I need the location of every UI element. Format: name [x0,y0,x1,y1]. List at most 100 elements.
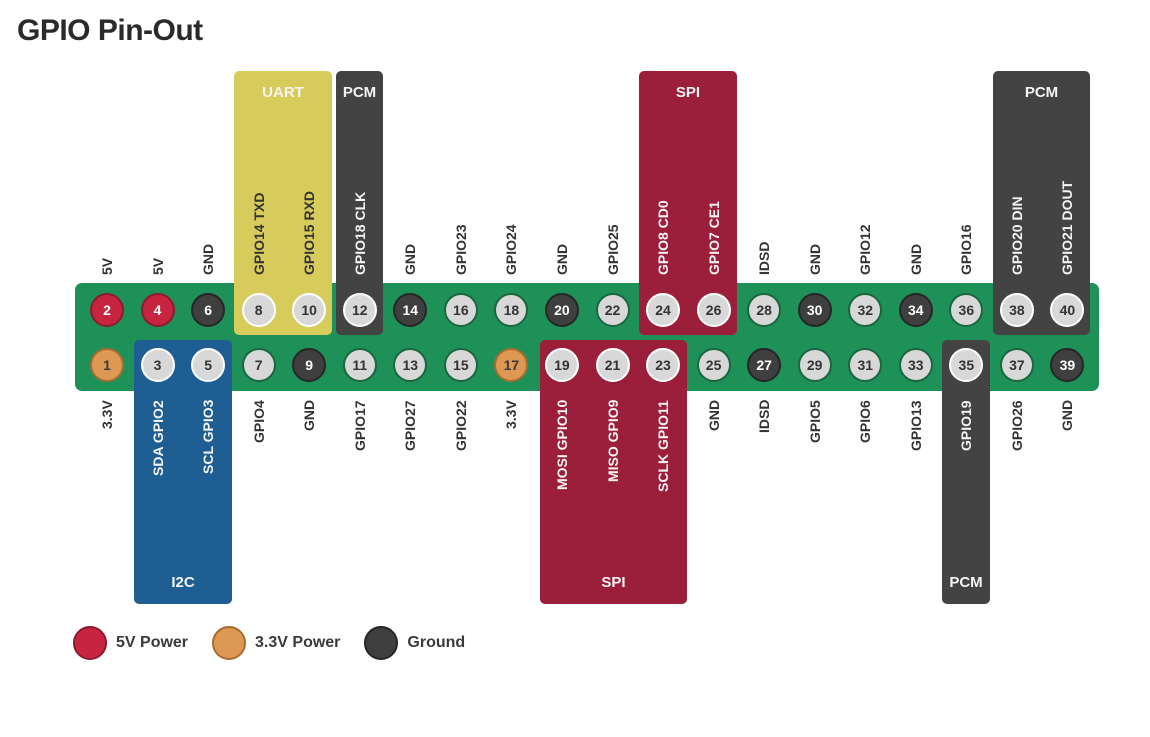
pin-26[interactable]: 26 [696,293,731,327]
pin-label-25: GND [705,399,722,431]
pin-label-17: 3.3V [503,400,520,429]
pin-8[interactable]: 8 [241,293,276,327]
pin-label-34: GND [907,243,924,275]
pin-label-1: 3.3V [99,400,115,429]
pin-7[interactable]: 7 [241,348,276,382]
pin-label-30: GND [806,243,823,275]
pin-label-6: GND [200,243,217,275]
pin-24[interactable]: 24 [646,293,681,327]
legend: 5V Power 3.3V Power Ground [73,626,489,660]
pin-3[interactable]: 3 [140,348,175,382]
pin-label-12: GPIO18 CLK [351,191,368,275]
pin-label-5: SCL GPIO3 [200,399,217,474]
pin-16[interactable]: 16 [443,293,478,327]
pin-label-11: GPIO17 [351,400,368,451]
pin-label-10: GPIO15 RXD [301,190,318,275]
legend-label: 5V Power [116,634,189,651]
group-spi-bottom: SPI [540,340,687,604]
pin-label-8: GPIO14 TXD [250,192,267,275]
group-spi-top: SPI [639,71,737,335]
pin-35[interactable]: 35 [949,348,984,382]
pin-label-40: GPIO21 DOUT [1059,180,1076,275]
pin-38[interactable]: 38 [999,293,1034,327]
pin-13[interactable]: 13 [393,348,428,382]
pin-label-19: MOSI GPIO10 [553,399,570,490]
pin-label-26: GPIO7 CE1 [705,201,722,275]
pin-label-20: GND [553,243,570,275]
pin-label-39: GND [1059,399,1076,431]
pin-label-7: GPIO4 [250,400,267,443]
pin-6[interactable]: 6 [191,293,226,327]
pin-label-33: GPIO13 [907,400,924,451]
5v-power-swatch-icon [73,626,107,660]
pin-label-28: IDSD [756,241,773,275]
legend-label: Ground [407,634,466,651]
pin-label-22: GPIO25 [604,224,621,275]
group-pcm-top: PCM [336,71,383,335]
pin-label-36: GPIO16 [958,224,975,275]
pin-label-4: 5V [149,257,166,275]
pin-label-37: GPIO26 [1008,400,1025,451]
legend-label: 3.3V Power [255,634,341,651]
group-pcm-bottom: PCM [942,340,990,604]
pin-14[interactable]: 14 [393,293,428,327]
group-label: SPI [675,84,701,101]
page-title: GPIO Pin-Out [17,14,203,47]
pin-29[interactable]: 29 [797,348,832,382]
pin-label-2: 5V [99,257,115,275]
pin-11[interactable]: 11 [342,348,377,382]
group-label: PCM [1024,84,1059,101]
group-i2c-bottom: I2C [134,340,232,604]
pin-31[interactable]: 31 [848,348,883,382]
3v3-power-swatch-icon [212,626,247,660]
pin-label-32: GPIO12 [857,224,874,275]
pin-22[interactable]: 22 [595,293,630,327]
pin-19[interactable]: 19 [544,348,579,382]
pin-10[interactable]: 10 [292,293,327,327]
pin-label-24: GPIO8 CD0 [655,200,672,275]
pin-label-27: IDSD [756,399,773,433]
pin-18[interactable]: 18 [494,293,529,327]
pin-36[interactable]: 36 [949,293,984,327]
pin-label-21: MISO GPIO9 [604,399,621,482]
group-label: SPI [601,574,626,591]
pin-27[interactable]: 27 [747,348,782,382]
pin-label-13: GPIO27 [402,400,419,451]
pin-21[interactable]: 21 [595,348,630,382]
pin-1[interactable]: 1 [90,348,124,382]
pin-34[interactable]: 34 [898,293,933,327]
pin-label-9: GND [301,399,318,431]
pin-37[interactable]: 37 [999,348,1034,382]
pin-label-18: GPIO24 [503,224,520,275]
pin-label-31: GPIO6 [857,400,874,443]
pin-12[interactable]: 12 [342,293,377,327]
pin-33[interactable]: 33 [898,348,933,382]
pin-28[interactable]: 28 [747,293,782,327]
pin-15[interactable]: 15 [443,348,478,382]
group-pcm-top: PCM [993,71,1090,335]
pin-39[interactable]: 39 [1050,348,1085,382]
ground-swatch-icon [364,626,399,660]
pin-17[interactable]: 17 [494,348,529,382]
pin-label-23: SCLK GPIO11 [655,400,672,492]
pin-label-14: GND [402,243,419,275]
pin-2[interactable]: 2 [90,293,124,327]
pin-4[interactable]: 4 [140,293,175,327]
group-uart-top: UART [234,71,332,335]
group-label: UART [262,84,304,101]
pin-label-3: SDA GPIO2 [149,400,166,476]
pin-label-16: GPIO23 [452,224,469,275]
pin-25[interactable]: 25 [696,348,731,382]
pin-40[interactable]: 40 [1050,293,1085,327]
legend-item-3v3: 3.3V Power [212,626,340,660]
group-label: PCM [949,574,983,591]
pin-23[interactable]: 23 [646,348,681,382]
legend-item-ground: Ground [364,626,465,660]
pin-5[interactable]: 5 [191,348,226,382]
pin-label-29: GPIO5 [806,400,823,443]
group-label: PCM [342,84,377,101]
pin-9[interactable]: 9 [292,348,327,382]
pin-32[interactable]: 32 [848,293,883,327]
pin-20[interactable]: 20 [544,293,579,327]
pin-30[interactable]: 30 [797,293,832,327]
